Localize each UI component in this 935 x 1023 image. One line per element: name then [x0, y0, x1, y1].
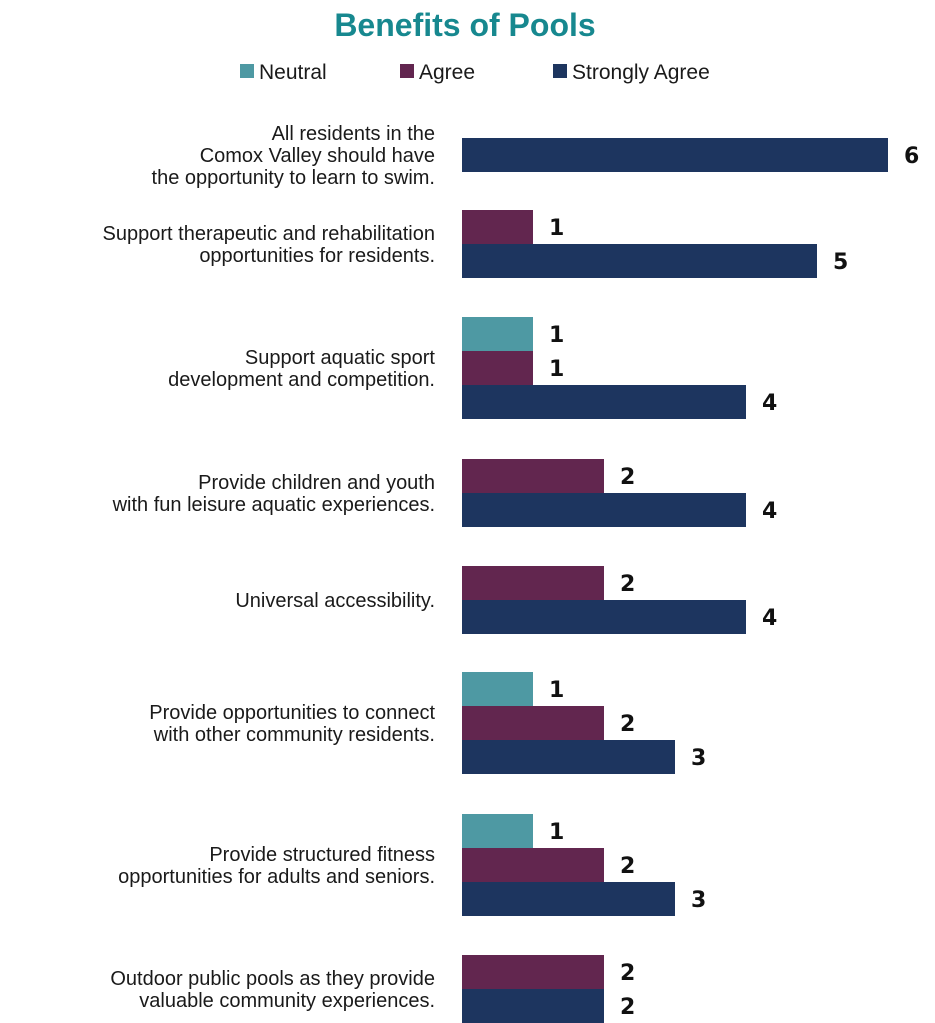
bar-strongly-agree	[462, 989, 604, 1023]
value-label: 2	[620, 465, 635, 490]
value-label: 1	[549, 216, 564, 241]
bar-agree	[462, 459, 604, 493]
legend-swatch-strongly-agree	[553, 64, 567, 78]
legend-label-agree: Agree	[419, 61, 475, 84]
value-label: 1	[549, 323, 564, 348]
category-label: Outdoor public pools as they provide valu…	[110, 968, 435, 1012]
category-label-line: opportunities for residents.	[199, 245, 435, 267]
bars	[462, 138, 888, 1023]
chart-title: Benefits of Pools	[334, 7, 595, 43]
category-label-line: Support therapeutic and rehabilitation	[103, 223, 435, 245]
category-labels: All residents in the Comox Valley should …	[103, 123, 436, 1012]
value-label: 1	[549, 678, 564, 703]
category-label: Universal accessibility.	[235, 590, 435, 612]
category-label: Provide children and youth with fun leisu…	[112, 472, 435, 516]
legend: Neutral Agree Strongly Agree	[240, 61, 710, 84]
value-label: 3	[691, 888, 706, 913]
category-label-line: Support aquatic sport	[245, 347, 436, 369]
value-label: 5	[833, 250, 848, 275]
value-label: 1	[549, 357, 564, 382]
bar-strongly-agree	[462, 385, 746, 419]
category-label-line: All residents in the	[272, 123, 435, 145]
value-label: 4	[762, 499, 777, 524]
category-label: Support aquatic sport development and com…	[168, 347, 435, 391]
bar-agree	[462, 706, 604, 740]
legend-swatch-agree	[400, 64, 414, 78]
category-label-line: Provide opportunities to connect	[149, 702, 435, 724]
category-label-line: with other community residents.	[153, 724, 435, 746]
legend-label-strongly-agree: Strongly Agree	[572, 61, 710, 84]
category-label-line: opportunities for adults and seniors.	[118, 866, 435, 888]
category-label-line: Comox Valley should have	[200, 145, 435, 167]
bar-agree	[462, 351, 533, 385]
value-label: 4	[762, 391, 777, 416]
bar-agree	[462, 210, 533, 244]
bar-neutral	[462, 317, 533, 351]
bar-strongly-agree	[462, 740, 675, 774]
category-label-line: Provide structured fitness	[209, 844, 435, 866]
bar-strongly-agree	[462, 138, 888, 172]
value-label: 2	[620, 854, 635, 879]
bar-strongly-agree	[462, 600, 746, 634]
legend-swatch-neutral	[240, 64, 254, 78]
value-labels: 6 1 5 1 1 4 2 4 2 4 1 2 3 1 2 3 2 2	[549, 144, 919, 1020]
value-label: 2	[620, 961, 635, 986]
bar-strongly-agree	[462, 493, 746, 527]
value-label: 2	[620, 712, 635, 737]
category-label-line: with fun leisure aquatic experiences.	[112, 494, 435, 516]
category-label-line: Provide children and youth	[198, 472, 435, 494]
bar-strongly-agree	[462, 244, 817, 278]
bar-neutral	[462, 672, 533, 706]
category-label-line: Outdoor public pools as they provide	[110, 968, 435, 990]
category-label: Support therapeutic and rehabilitation op…	[103, 223, 435, 267]
category-label: Provide structured fitness opportunities …	[118, 844, 435, 888]
value-label: 2	[620, 572, 635, 597]
category-label-line: the opportunity to learn to swim.	[152, 167, 435, 189]
category-label-line: Universal accessibility.	[235, 590, 435, 612]
category-label-line: valuable community experiences.	[139, 990, 435, 1012]
value-label: 1	[549, 820, 564, 845]
value-label: 6	[904, 144, 919, 169]
category-label-line: development and competition.	[168, 369, 435, 391]
bar-strongly-agree	[462, 882, 675, 916]
value-label: 3	[691, 746, 706, 771]
bar-neutral	[462, 814, 533, 848]
category-label: All residents in the Comox Valley should …	[152, 123, 435, 189]
bar-agree	[462, 848, 604, 882]
category-label: Provide opportunities to connect with oth…	[149, 702, 435, 746]
value-label: 4	[762, 606, 777, 631]
value-label: 2	[620, 995, 635, 1020]
bar-agree	[462, 955, 604, 989]
legend-label-neutral: Neutral	[259, 61, 327, 84]
bar-agree	[462, 566, 604, 600]
